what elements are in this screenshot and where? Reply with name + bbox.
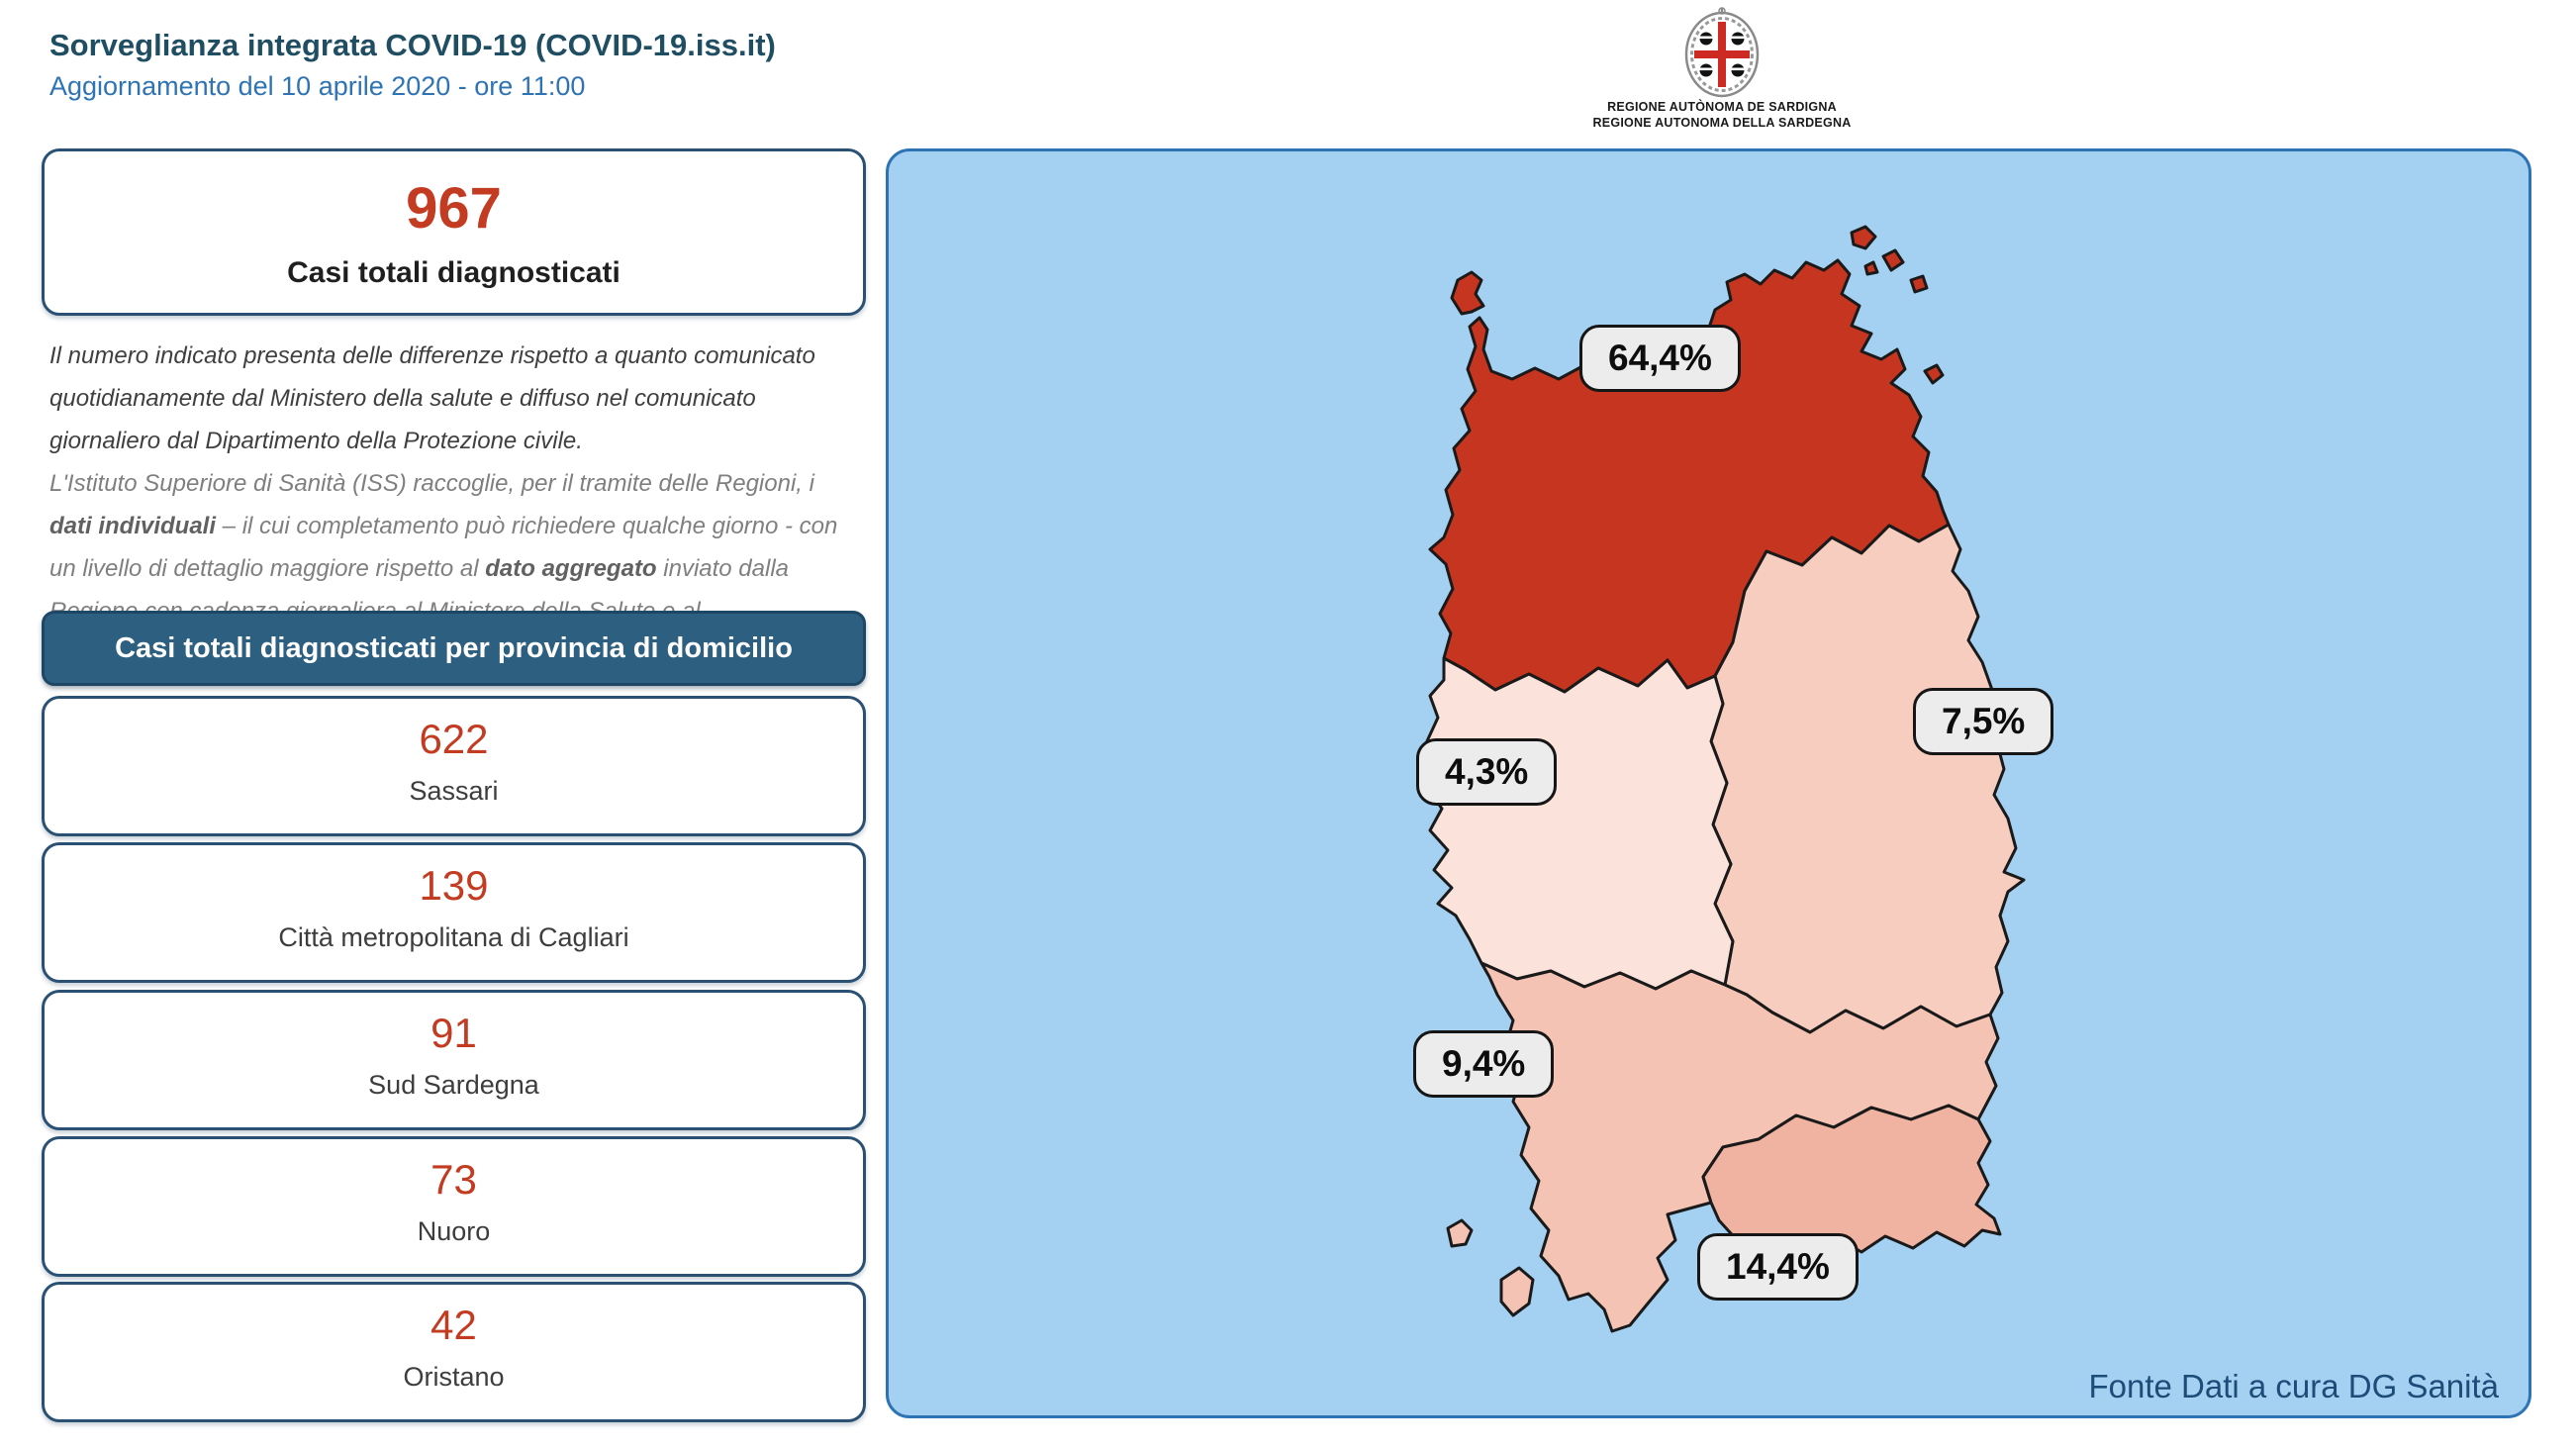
note-gray-bold: dati individuali [49,513,217,539]
total-cases-label: Casi totali diagnosticati [287,256,620,289]
sardinia-choropleth-map[interactable] [1418,223,2042,1376]
provinces-section-button[interactable]: Casi totali diagnosticati per provincia … [42,611,866,686]
province-value: 42 [430,1302,477,1348]
province-value: 139 [419,862,489,909]
note-gray-bold: dato aggregato [485,555,657,582]
region-name-italian: REGIONE AUTONOMA DELLA SARDEGNA [1592,116,1852,130]
province-card-sassari[interactable]: 622 Sassari [42,696,866,836]
province-card-sud-sardegna[interactable]: 91 Sud Sardegna [42,990,866,1130]
update-timestamp: Aggiornamento del 10 aprile 2020 - ore 1… [49,71,586,101]
note-gray-part: L'Istituto Superiore di Sanità (ISS) rac… [49,470,814,497]
page-title: Sorveglianza integrata COVID-19 (COVID-1… [49,28,776,62]
data-source-note: Fonte Dati a cura DG Sanità [2088,1368,2499,1404]
province-label: Sassari [409,776,499,806]
note-dark: Il numero indicato presenta delle differ… [49,342,815,454]
map-island-sant-antioco[interactable] [1499,1266,1535,1317]
map-island-maddalena[interactable] [1850,225,1929,294]
map-label-sud-sardegna-pct: 9,4% [1413,1030,1555,1098]
map-region-oristano[interactable] [1424,656,1735,991]
total-cases-card[interactable]: 967 Casi totali diagnosticati [42,148,866,316]
map-island-tavolara[interactable] [1923,363,1945,385]
map-panel: 64,4% 7,5% 4,3% 9,4% 14,4% Fonte Dati a … [886,148,2531,1418]
map-island-asinara[interactable] [1450,270,1485,316]
province-label: Sud Sardegna [368,1070,539,1100]
province-label: Nuoro [417,1216,491,1246]
map-label-oristano-pct: 4,3% [1416,738,1558,806]
sardinia-crest-icon [1684,7,1760,98]
map-island-san-pietro[interactable] [1446,1218,1474,1248]
map-label-sassari-pct: 64,4% [1579,325,1741,392]
province-card-cagliari[interactable]: 139 Città metropolitana di Cagliari [42,842,866,983]
province-value: 73 [430,1156,477,1203]
region-logo: REGIONE AUTÒNOMA DE SARDIGNA REGIONE AUT… [1583,6,1860,131]
province-value: 91 [430,1010,477,1056]
province-card-oristano[interactable]: 42 Oristano [42,1282,866,1422]
map-label-nuoro-pct: 7,5% [1913,688,2054,755]
province-card-nuoro[interactable]: 73 Nuoro [42,1136,866,1277]
note-gray-part: – il cui completamento può richiedere qu… [49,513,838,582]
map-label-cagliari-pct: 14,4% [1697,1233,1859,1301]
province-value: 622 [419,716,489,762]
map-region-nuoro[interactable] [1709,523,2026,1034]
province-label: Oristano [403,1362,505,1392]
province-label: Città metropolitana di Cagliari [278,922,629,952]
region-name-sardinian: REGIONE AUTÒNOMA DE SARDIGNA [1607,100,1837,114]
total-cases-value: 967 [406,176,502,241]
